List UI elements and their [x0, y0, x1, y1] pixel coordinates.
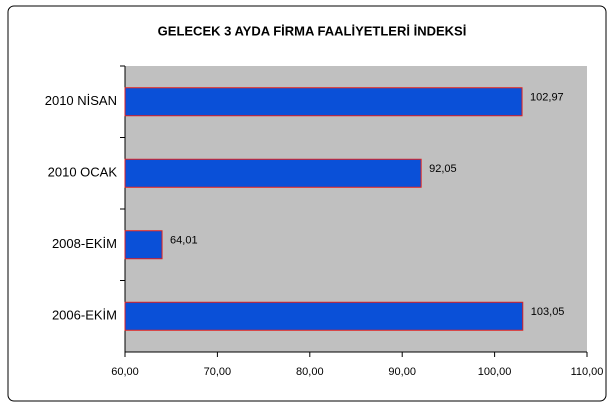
y-tick-label: 2010 OCAK	[48, 165, 118, 180]
x-tick-label: 60,00	[111, 366, 139, 378]
chart-title: GELECEK 3 AYDA FİRMA FAALİYETLERİ İNDEKS…	[158, 23, 467, 38]
bar	[124, 301, 524, 331]
y-tick-label: 2008-EKİM	[52, 236, 117, 251]
y-tick-label: 2006-EKİM	[52, 308, 117, 323]
value-label: 103,05	[531, 306, 565, 318]
value-label: 64,01	[170, 235, 198, 247]
x-tick-label: 70,00	[204, 366, 232, 378]
x-tick-label: 110,00	[571, 366, 604, 378]
x-tick-label: 100,00	[478, 366, 512, 378]
y-tick-label: 2010 NİSAN	[45, 93, 117, 108]
bar	[124, 158, 422, 188]
x-tick-label: 80,00	[296, 366, 324, 378]
value-label: 102,97	[530, 92, 564, 104]
x-tick-label: 90,00	[388, 366, 416, 378]
value-label: 92,05	[429, 163, 457, 175]
bar	[124, 87, 523, 117]
bar	[124, 230, 163, 260]
